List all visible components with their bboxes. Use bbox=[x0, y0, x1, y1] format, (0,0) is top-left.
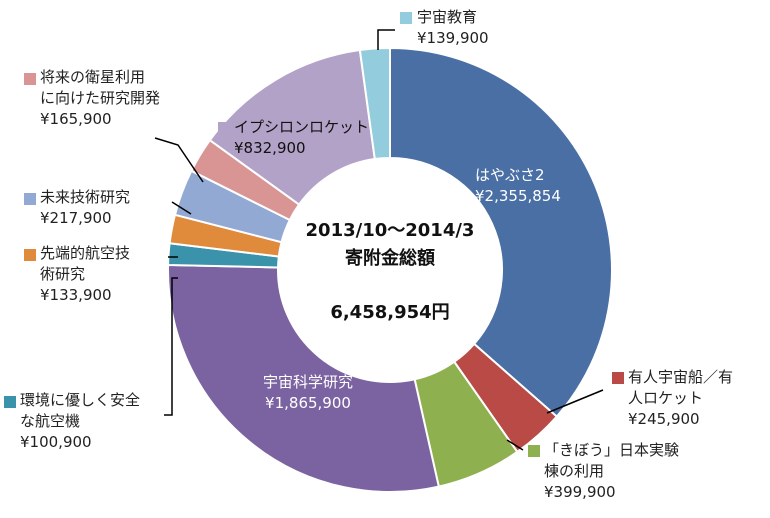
center-period: 2013/10〜2014/3 bbox=[306, 220, 475, 241]
slice-label-9: 宇宙教育 bbox=[417, 8, 477, 26]
legend-swatch-8 bbox=[218, 122, 230, 134]
leader-line-9 bbox=[377, 29, 395, 50]
slice-value-0: ¥2,355,854 bbox=[475, 187, 561, 205]
legend-swatch-6 bbox=[24, 193, 36, 205]
slice-label-5: 先端的航空技 bbox=[40, 244, 130, 262]
leader-line-6 bbox=[171, 201, 192, 215]
slice-value-9: ¥139,900 bbox=[417, 29, 489, 47]
slice-value-5: ¥133,900 bbox=[40, 286, 112, 304]
slice-3 bbox=[167, 263, 440, 493]
legend-swatch-4 bbox=[4, 396, 16, 408]
slice-value-2: ¥399,900 bbox=[544, 483, 616, 501]
slice-value-1: ¥245,900 bbox=[628, 410, 700, 428]
center-total: 6,458,954円 bbox=[330, 302, 449, 323]
slice-label-7: 将来の衛星利用 bbox=[40, 68, 145, 86]
slice-value-7: ¥165,900 bbox=[40, 110, 112, 128]
slice-value-3: ¥1,865,900 bbox=[265, 394, 351, 412]
slice-label-1: 人ロケット bbox=[628, 389, 703, 407]
legend-swatch-2 bbox=[528, 445, 540, 457]
center-title: 寄附金総額 bbox=[345, 247, 435, 269]
leader-line-4 bbox=[164, 277, 178, 416]
legend-swatch-1 bbox=[612, 372, 624, 384]
slice-0 bbox=[389, 46, 613, 418]
legend-swatch-5 bbox=[24, 249, 36, 261]
slice-9 bbox=[358, 46, 391, 161]
slice-label-4: な航空機 bbox=[20, 412, 80, 430]
slice-label-2: 棟の利用 bbox=[544, 462, 604, 480]
legend-swatch-7 bbox=[24, 73, 36, 85]
slice-value-4: ¥100,900 bbox=[20, 433, 92, 451]
slice-label-0: はやぶさ2 bbox=[475, 166, 545, 184]
legend-swatch-9 bbox=[400, 12, 412, 24]
leader-line-2 bbox=[506, 439, 524, 451]
leader-line-1 bbox=[546, 389, 604, 414]
slice-label-8: イプシロンロケット bbox=[234, 118, 369, 136]
slice-label-4: 環境に優しく安全 bbox=[20, 391, 140, 409]
slice-label-3: 宇宙科学研究 bbox=[263, 373, 353, 391]
slice-label-1: 有人宇宙船／有 bbox=[628, 368, 733, 386]
slice-value-6: ¥217,900 bbox=[40, 209, 112, 227]
slice-label-6: 未来技術研究 bbox=[40, 188, 130, 206]
leader-line-7 bbox=[154, 137, 204, 183]
slice-label-7: に向けた研究開発 bbox=[40, 89, 160, 107]
slice-value-8: ¥832,900 bbox=[234, 139, 306, 157]
slice-label-5: 術研究 bbox=[40, 265, 85, 283]
slice-label-2: 「きぼう」日本実験 bbox=[544, 441, 679, 459]
